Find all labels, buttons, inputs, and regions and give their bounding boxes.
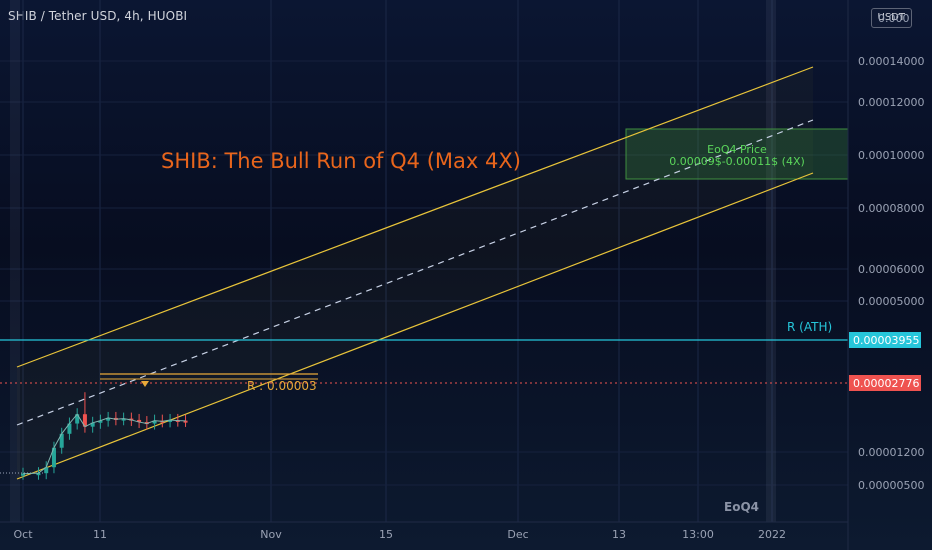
time-tick-3: 15: [379, 528, 393, 541]
period-label: EoQ4: [724, 500, 759, 514]
price-tick-0: 0.00014000: [858, 55, 924, 68]
last-price-text: 0.00002776: [853, 377, 919, 390]
channel-upper-line: [16, 66, 814, 368]
separator-end: [766, 0, 776, 522]
candle-body-0: [21, 473, 25, 476]
target-box: [625, 128, 849, 180]
candle-body-3: [51, 447, 56, 468]
price-tick-1: 0.00012000: [858, 96, 924, 109]
separator-start: [10, 0, 20, 522]
marker-triangle: [141, 381, 149, 387]
candle-body-8: [90, 422, 95, 427]
candle-body-9: [98, 420, 103, 423]
target-title: EoQ4 Price: [707, 143, 767, 156]
candle-body-12: [121, 418, 126, 421]
candle-body-4: [59, 433, 64, 448]
candle-body-6: [75, 414, 80, 424]
ath-label: R (ATH): [787, 320, 832, 334]
time-tick-2: Nov: [260, 528, 282, 541]
price-tick-3: 0.00008000: [858, 202, 924, 215]
currency-button[interactable]: USDT: [870, 8, 912, 28]
target-range: 0.00009$-0.00011$ (4X): [669, 155, 805, 168]
time-tick-5: 13: [612, 528, 626, 541]
time-tick-7: 2022: [758, 528, 786, 541]
price-tick-7: 0.00000500: [858, 479, 924, 492]
price-line: [22, 413, 186, 475]
ath-price-tag: [849, 332, 921, 348]
price-axis-top-label: 0.000: [878, 12, 910, 25]
chart-title: SHIB / Tether USD, 4h, HUOBI: [8, 9, 188, 23]
last-price-tag: [849, 375, 921, 391]
candle-body-16: [152, 420, 157, 424]
candle-body-1: [36, 473, 41, 476]
resistance-label: R : 0.00003: [247, 379, 317, 393]
price-tick-5: 0.00005000: [858, 295, 924, 308]
candle-body-18: [168, 419, 173, 422]
candle-body-10: [106, 417, 111, 421]
candle-body-14: [137, 419, 142, 423]
candle-body-20: [183, 420, 188, 423]
candle-body-5: [67, 423, 72, 434]
time-tick-0: Oct: [13, 528, 33, 541]
time-tick-4: Dec: [507, 528, 528, 541]
time-tick-6: 13:00: [682, 528, 714, 541]
price-tick-2: 0.00010000: [858, 149, 924, 162]
ath-price-text: 0.00003955: [853, 334, 919, 347]
price-tick-4: 0.00006000: [858, 263, 924, 276]
candle-body-2: [44, 467, 49, 474]
headline-text: SHIB: The Bull Run of Q4 (Max 4X): [161, 149, 521, 173]
channel-lower-line: [16, 172, 814, 480]
candle-body-7: [82, 414, 87, 427]
price-tick-6: 0.00001200: [858, 446, 924, 459]
time-tick-1: 11: [93, 528, 107, 541]
